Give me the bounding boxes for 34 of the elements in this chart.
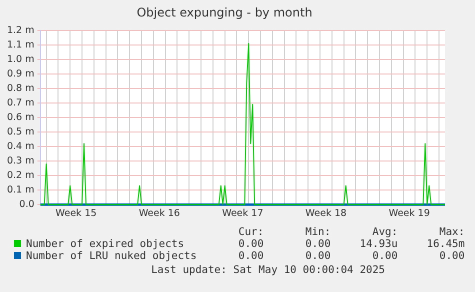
text: 0.00 (438, 250, 465, 262)
y-tick-label: 0.2 m (6, 170, 34, 182)
y-tick-label: 0.8 m (6, 82, 34, 94)
text: 0.00 (371, 250, 398, 262)
y-tick-label: 1.2 m (6, 24, 34, 36)
x-tick-label: Week 16 (138, 208, 180, 219)
chart-title: Object expunging - by month (136, 5, 312, 20)
y-tick-label: 0.6 m (6, 112, 34, 123)
x-tick-label: Week 18 (305, 208, 347, 219)
text: 14.93u (358, 238, 398, 250)
y-tick-label: 1.1 m (6, 39, 34, 50)
text: 0.00 (237, 238, 264, 250)
x-tick-label: Week 15 (56, 208, 97, 219)
y-tick-label: 0.9 m (6, 68, 34, 80)
x-tick-label: Week 19 (388, 208, 430, 219)
text: 0.00 (237, 250, 264, 262)
y-tick-label: 0.3 m (6, 156, 34, 167)
text: Last update: Sat May 10 00:00:04 2025 (151, 264, 385, 276)
legend-label: Number of expired objects (25, 238, 186, 250)
y-tick-label: 1.0 m (6, 54, 34, 65)
legend-label: Number of LRU nuked objects (25, 250, 197, 262)
y-tick-label: 0.7 m (6, 97, 34, 108)
text: 16.45m (426, 238, 465, 250)
text: 0.00 (304, 238, 331, 250)
y-tick-label: 0.4 m (6, 141, 34, 152)
text: Avg: (371, 226, 398, 238)
text: 0.00 (304, 250, 331, 262)
x-tick-label: Week 17 (222, 208, 264, 219)
text: Cur: (237, 226, 264, 238)
text: Max: (438, 226, 465, 238)
y-tick-label: 0.1 m (6, 184, 34, 196)
y-tick-label: 0.0 (19, 199, 34, 210)
y-tick-label: 0.5 m (6, 126, 34, 138)
text: Min: (304, 226, 331, 238)
